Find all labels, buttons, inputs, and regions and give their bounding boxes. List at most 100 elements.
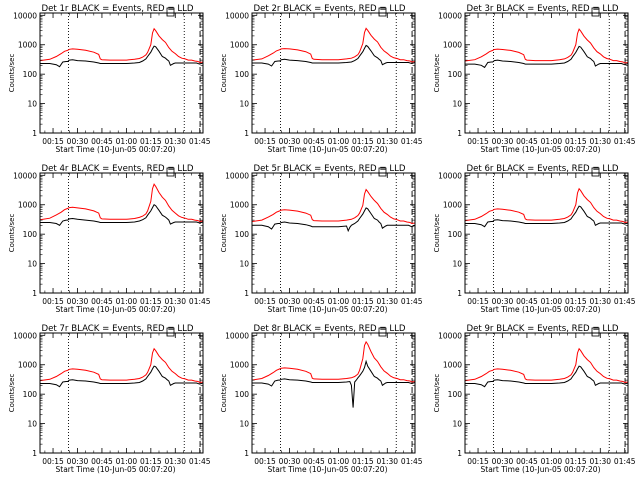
x-tick-label: 01:15 <box>140 457 162 466</box>
y-tick-label: 1 <box>457 129 462 138</box>
series-line-events <box>465 365 628 388</box>
x-tick-label: 00:45 <box>91 137 113 146</box>
x-tick-label: 01:30 <box>589 137 611 146</box>
x-tick-label: 01:15 <box>565 297 587 306</box>
x-axis-label: Start Time (10-Jun-05 00:07:20) <box>56 145 176 154</box>
series-line-lld <box>40 347 203 384</box>
chart-panel-1: Det 1r BLACK = Events, RED = LLD 1 10 100 10… <box>8 4 211 154</box>
x-tick-label: 01:30 <box>589 297 611 306</box>
x-tick-label: 01:15 <box>352 457 374 466</box>
x-tick-label: 01:15 <box>565 457 587 466</box>
x-tick-label: 00:15 <box>254 137 276 146</box>
y-tick-label: 1000 <box>18 201 37 210</box>
marker-box-symbol <box>166 7 175 17</box>
marker-box-symbol <box>378 327 387 337</box>
x-tick-label: 01:45 <box>401 457 423 466</box>
series-line-lld <box>465 347 628 384</box>
y-tick-label: 1000 <box>443 41 462 50</box>
y-tick-label: 100 <box>23 230 38 239</box>
marker-box-symbol <box>378 167 387 177</box>
x-tick-label: 01:15 <box>140 137 162 146</box>
y-axis-label: Counts/sec <box>8 54 16 93</box>
y-tick-label: 1000 <box>443 361 462 370</box>
x-tick-label: 01:30 <box>164 297 186 306</box>
x-tick-label: 00:15 <box>42 137 64 146</box>
chart-title: Det 2r BLACK = Events, RED = LLD <box>253 4 405 14</box>
chart-panel-7: Det 7r BLACK = Events, RED = LLD 1 10 100 10… <box>8 324 211 474</box>
y-tick-label: 1 <box>457 449 462 458</box>
y-tick-label: 10000 <box>13 331 37 340</box>
series-line-events <box>465 205 628 228</box>
y-axis-label: Counts/sec <box>433 214 441 253</box>
x-tick-label: 00:30 <box>279 297 301 306</box>
plot-frame <box>251 12 416 134</box>
y-tick-label: 100 <box>448 70 463 79</box>
x-tick-label: 00:30 <box>67 297 89 306</box>
y-tick-label: 10 <box>452 260 462 269</box>
x-tick-label: 01:00 <box>541 457 563 466</box>
x-tick-label: 00:15 <box>467 457 489 466</box>
series-line-lld <box>252 188 415 225</box>
y-tick-label: 100 <box>235 390 250 399</box>
y-axis-label: Counts/sec <box>8 214 16 253</box>
plot-frame <box>464 12 629 134</box>
marker-box-symbol <box>166 327 175 337</box>
y-tick-label: 10000 <box>438 331 462 340</box>
y-axis-label: Counts/sec <box>220 374 228 413</box>
x-tick-label: 01:00 <box>541 137 563 146</box>
chart-title: Det 1r BLACK = Events, RED = LLD <box>41 4 193 14</box>
y-tick-label: 1 <box>244 449 249 458</box>
marker-box-symbol <box>591 167 600 177</box>
x-tick-label: 01:00 <box>328 457 350 466</box>
y-tick-label: 1 <box>32 449 37 458</box>
series-line-lld <box>465 28 628 64</box>
series-line-lld <box>252 340 415 383</box>
x-tick-label: 01:30 <box>376 137 398 146</box>
y-axis-label: Counts/sec <box>220 214 228 253</box>
y-tick-label: 10 <box>452 100 462 109</box>
x-tick-label: 00:45 <box>303 297 325 306</box>
y-tick-label: 10 <box>27 420 37 429</box>
series-line-events <box>252 359 415 408</box>
y-tick-label: 10000 <box>438 171 462 180</box>
series-line-events <box>465 45 628 69</box>
chart-title: Det 4r BLACK = Events, RED = LLD <box>41 164 193 174</box>
x-axis-label: Start Time (10-Jun-05 00:07:20) <box>481 145 601 154</box>
y-tick-label: 1000 <box>230 361 249 370</box>
x-tick-label: 00:15 <box>42 457 64 466</box>
chart-panel-9: Det 9r BLACK = Events, RED = LLD 1 10 100 10… <box>433 324 636 474</box>
x-tick-label: 01:30 <box>589 457 611 466</box>
x-tick-label: 01:30 <box>376 297 398 306</box>
y-axis-label: Counts/sec <box>8 374 16 413</box>
y-axis-label: Counts/sec <box>433 374 441 413</box>
x-tick-label: 00:15 <box>467 297 489 306</box>
marker-box-symbol <box>166 167 175 177</box>
x-tick-label: 01:00 <box>541 297 563 306</box>
x-tick-label: 01:45 <box>401 137 423 146</box>
x-tick-label: 01:15 <box>565 137 587 146</box>
y-tick-label: 1000 <box>230 41 249 50</box>
series-line-events <box>40 365 203 388</box>
marker-box-symbol <box>591 327 600 337</box>
chart-title: Det 6r BLACK = Events, RED = LLD <box>466 164 618 174</box>
y-tick-label: 10000 <box>225 331 249 340</box>
series-line-events <box>252 44 415 67</box>
plot-frame <box>39 12 204 134</box>
x-tick-label: 01:15 <box>352 297 374 306</box>
y-tick-label: 100 <box>448 230 463 239</box>
x-axis-label: Start Time (10-Jun-05 00:07:20) <box>268 305 388 314</box>
y-tick-label: 100 <box>23 390 38 399</box>
x-tick-label: 01:45 <box>401 297 423 306</box>
chart-title: Det 5r BLACK = Events, RED = LLD <box>253 164 405 174</box>
x-tick-label: 01:45 <box>614 137 636 146</box>
x-tick-label: 00:45 <box>516 297 538 306</box>
plot-frame <box>464 332 629 454</box>
x-tick-label: 00:45 <box>91 297 113 306</box>
y-tick-label: 1 <box>32 129 37 138</box>
y-tick-label: 10000 <box>13 11 37 20</box>
marker-box-symbol <box>591 7 600 17</box>
y-tick-label: 100 <box>235 70 250 79</box>
x-tick-label: 01:30 <box>164 137 186 146</box>
x-axis-label: Start Time (10-Jun-05 00:07:20) <box>481 305 601 314</box>
series-line-lld <box>40 27 203 64</box>
